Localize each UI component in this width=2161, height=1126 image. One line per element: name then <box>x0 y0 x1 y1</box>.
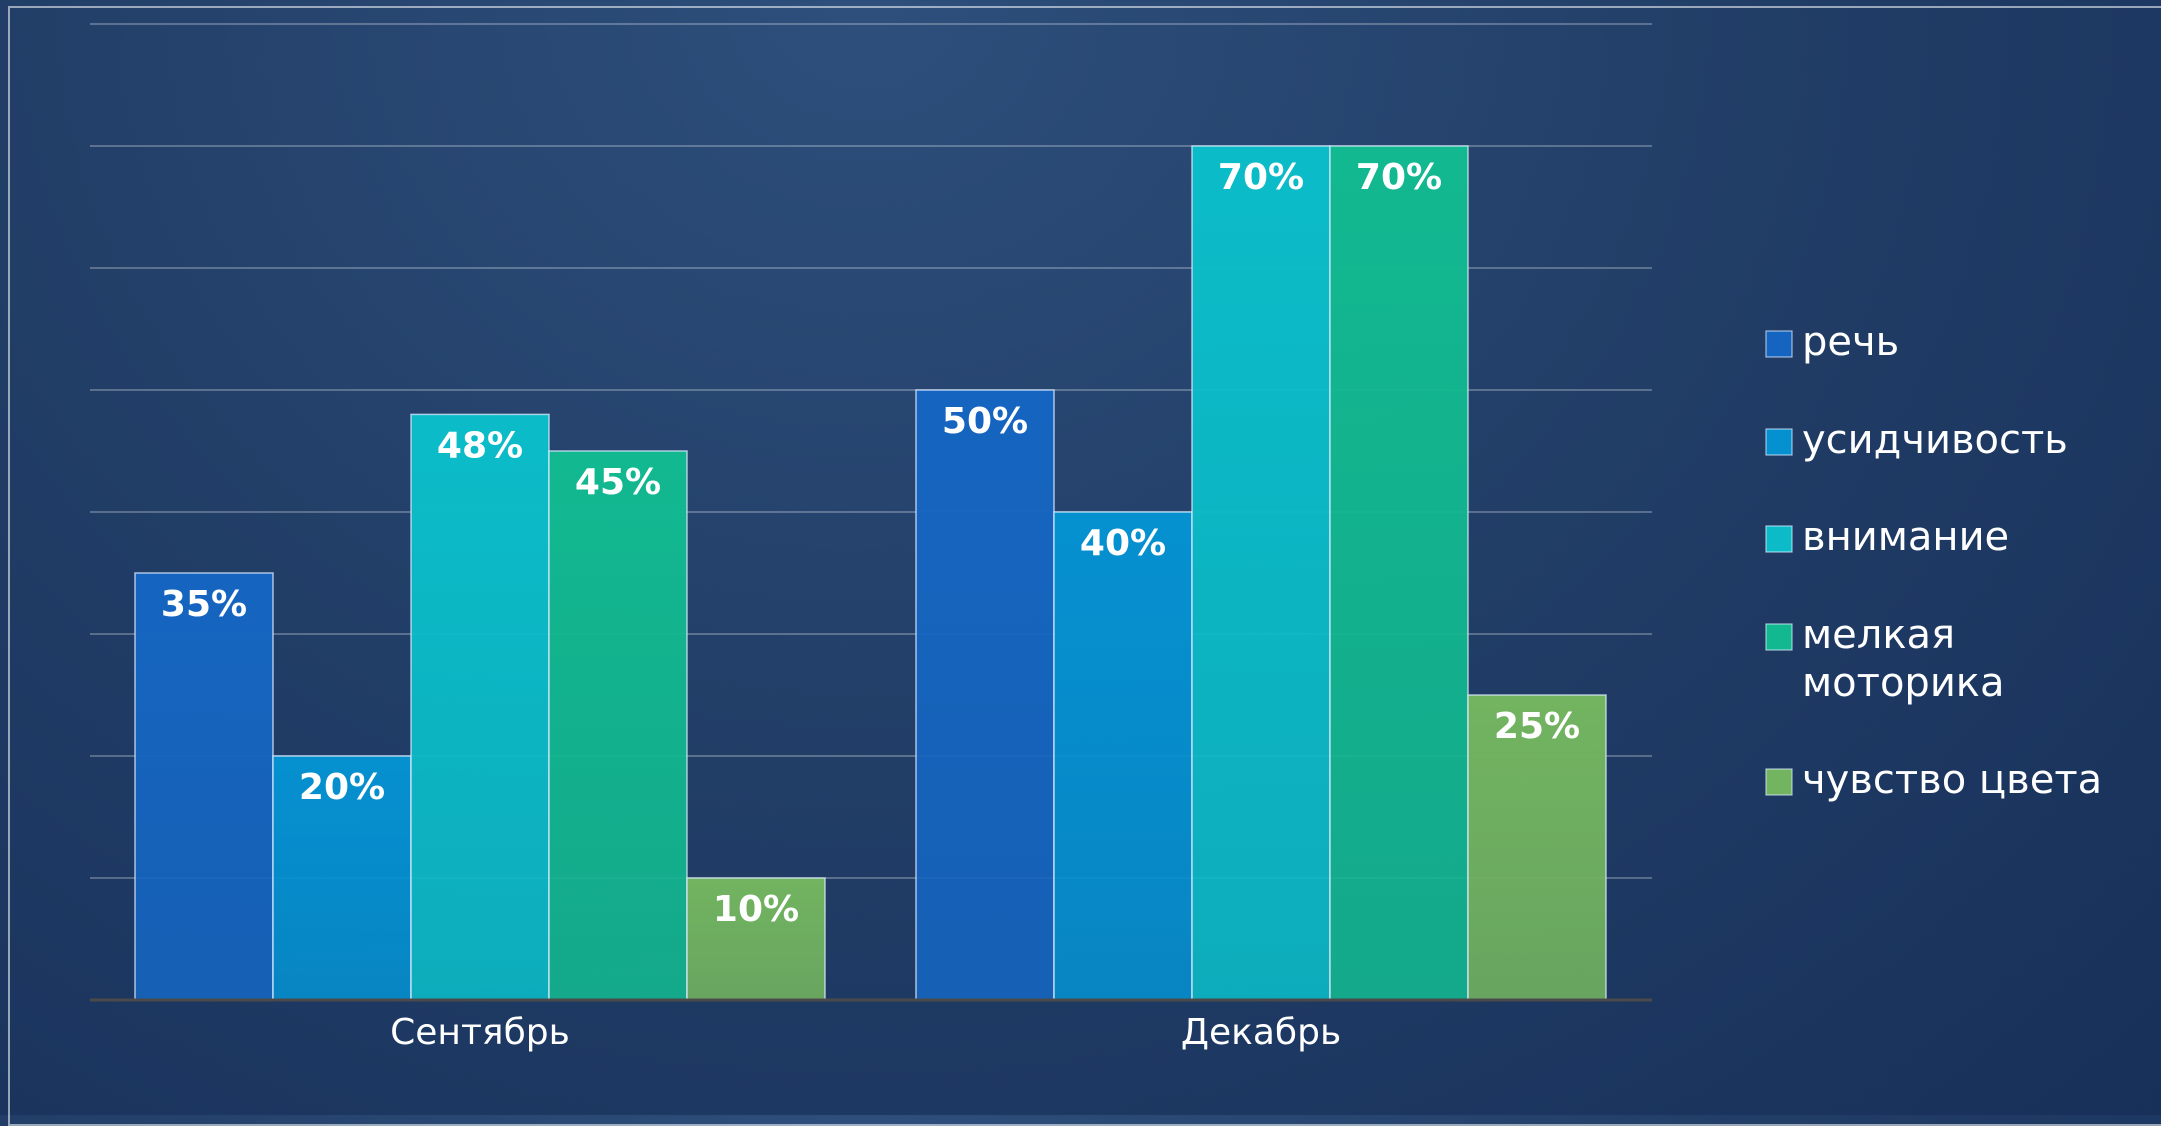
data-label: 20% <box>299 767 385 808</box>
legend-item: речь <box>1765 319 1899 365</box>
data-label: 40% <box>1080 523 1166 564</box>
legend-item: внимание <box>1765 514 2009 560</box>
bar <box>272 755 412 1001</box>
data-label: 50% <box>942 401 1028 442</box>
bar <box>134 572 274 1001</box>
bar <box>915 389 1055 1001</box>
x-tick-label: Сентябрь <box>390 1012 570 1053</box>
legend-label: усидчивость <box>1802 417 2068 463</box>
legend-label: чувство цвета <box>1802 757 2102 803</box>
bar <box>548 450 688 1001</box>
x-axis: Сентябрь Декабрь <box>90 998 1652 1053</box>
legend-label: внимание <box>1802 514 2009 560</box>
legend-item: чувство цвета <box>1765 757 2102 803</box>
legend-swatch <box>1765 768 1793 796</box>
legend-item: усидчивость <box>1765 417 2068 463</box>
legend-swatch <box>1765 623 1793 651</box>
bar <box>1329 145 1469 1001</box>
data-label: 70% <box>1218 157 1304 198</box>
data-labels: 35% 20% 48% 45% 10% 50% 40% 70% 70% 25% <box>161 157 1580 930</box>
data-label: 48% <box>437 425 523 466</box>
data-label: 45% <box>575 462 661 503</box>
data-label: 70% <box>1356 157 1442 198</box>
legend-swatch <box>1765 428 1793 456</box>
bar <box>686 877 826 1001</box>
data-label: 35% <box>161 584 247 625</box>
legend-label: мелкая моторика <box>1802 612 2004 706</box>
legend-swatch <box>1765 525 1793 553</box>
bar <box>1467 694 1607 1001</box>
bar <box>1191 145 1331 1001</box>
bar <box>1053 511 1193 1001</box>
legend-swatch <box>1765 330 1793 358</box>
x-tick-label: Декабрь <box>1181 1012 1341 1053</box>
bars <box>134 145 1607 1001</box>
legend: речь усидчивость внимание мелкая моторика чув… <box>1765 319 2102 803</box>
bar <box>410 413 550 1001</box>
data-label: 25% <box>1494 706 1580 747</box>
data-label: 10% <box>713 889 799 930</box>
legend-item: мелкая моторика <box>1765 612 2004 706</box>
legend-label: речь <box>1802 319 1899 365</box>
